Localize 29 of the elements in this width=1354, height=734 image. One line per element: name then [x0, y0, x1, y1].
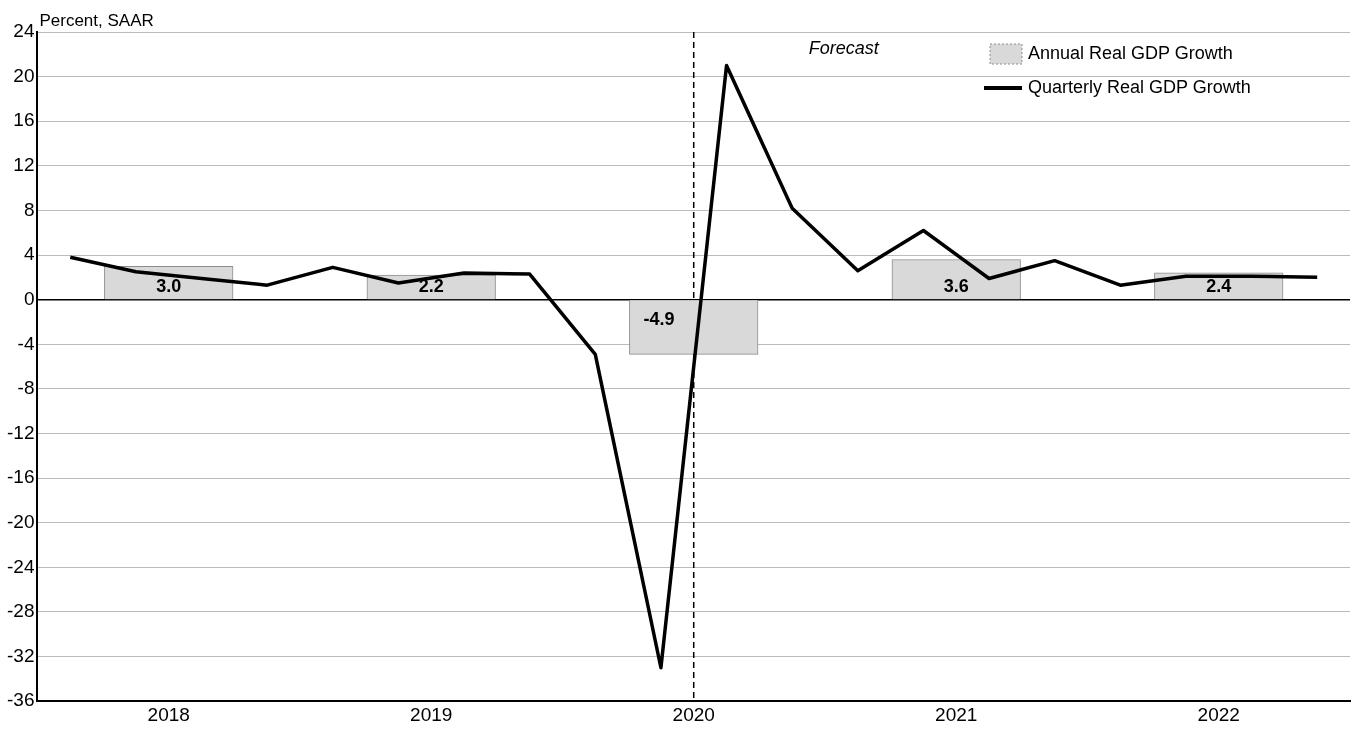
y-tick-label: -4 — [17, 332, 35, 354]
x-tick-label: 2020 — [672, 703, 715, 725]
y-tick-label: -8 — [17, 377, 35, 399]
y-tick-label: -28 — [6, 600, 35, 622]
x-tick-label: 2021 — [935, 703, 978, 725]
y-tick-label: -20 — [6, 510, 35, 532]
x-tick-label: 2019 — [410, 703, 453, 725]
y-tick-label: -24 — [6, 555, 35, 577]
y-tick-label: 8 — [23, 198, 35, 220]
y-tick-label: -12 — [6, 421, 35, 443]
y-tick-label: -32 — [6, 644, 35, 666]
y-tick-label: 24 — [13, 20, 35, 42]
annotation: Forecast — [808, 38, 880, 58]
y-axis-title: Percent, SAAR — [39, 11, 154, 31]
x-tick-label: 2022 — [1197, 703, 1240, 725]
y-tick-label: 4 — [23, 243, 35, 265]
y-tick-label: 16 — [13, 109, 35, 131]
y-tick-label: 0 — [23, 287, 35, 309]
legend-label: Quarterly Real GDP Growth — [1028, 76, 1251, 97]
y-tick-label: -16 — [6, 466, 35, 488]
y-tick-label: -36 — [6, 689, 35, 711]
data-label: 3.6 — [943, 276, 969, 297]
x-tick-label: 2018 — [147, 703, 190, 725]
data-label: -4.9 — [643, 309, 675, 330]
data-label: 3.0 — [156, 276, 182, 297]
y-tick-label: 20 — [13, 64, 35, 86]
legend-label: Annual Real GDP Growth — [1028, 42, 1233, 63]
data-label: 2.4 — [1206, 276, 1232, 297]
y-tick-label: 12 — [13, 154, 35, 176]
